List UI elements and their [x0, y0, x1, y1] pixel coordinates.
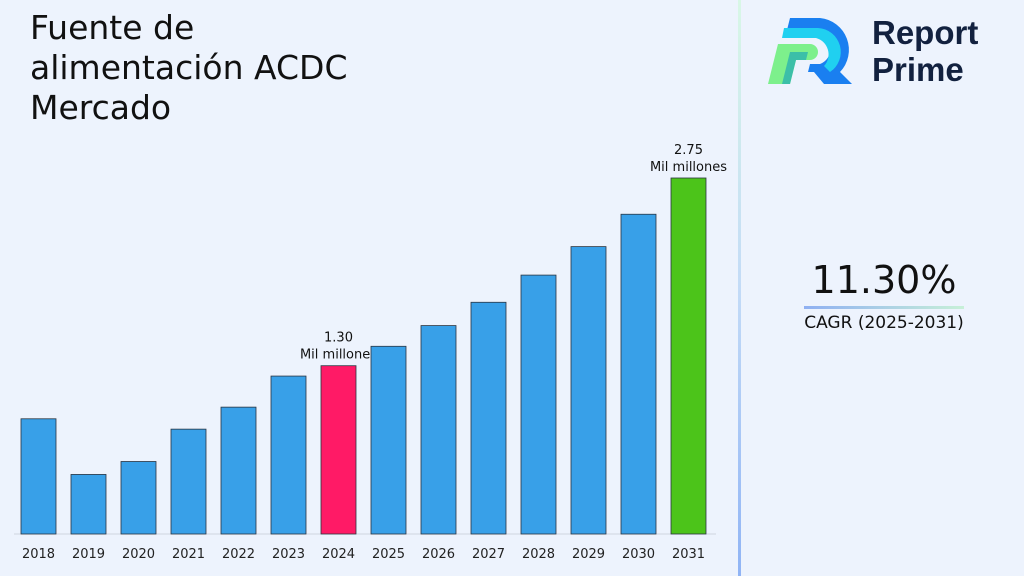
report-prime-logo-icon	[768, 18, 852, 84]
x-tick-label: 2026	[422, 547, 455, 562]
x-tick-label: 2024	[322, 547, 355, 562]
x-tick-label: 2030	[622, 547, 655, 562]
x-tick-label: 2031	[672, 547, 705, 562]
logo-line-1: Report	[872, 14, 979, 51]
x-tick-label: 2023	[272, 547, 305, 562]
bar-2024	[320, 365, 357, 535]
bar-2021	[170, 428, 207, 535]
data-label-value: 1.30	[324, 331, 353, 346]
cagr-underline	[804, 306, 964, 309]
bar-2030	[620, 213, 657, 535]
logo-text: Report Prime	[872, 14, 978, 88]
data-label-value: 2.75	[674, 143, 703, 158]
bar-2020	[120, 461, 157, 535]
x-tick-label: 2027	[472, 547, 505, 562]
x-tick-label: 2025	[372, 547, 405, 562]
bar-2025	[370, 345, 407, 535]
x-tick-label: 2028	[522, 547, 555, 562]
bar-2028	[520, 274, 557, 535]
bar-2018	[20, 418, 57, 535]
bar-2023	[270, 375, 307, 535]
logo-line-2: Prime	[872, 51, 964, 88]
cagr-value: 11.30%	[811, 258, 957, 302]
cagr-label: CAGR (2025-2031)	[804, 313, 964, 333]
bar-2031	[670, 177, 707, 535]
x-tick-label: 2018	[22, 547, 55, 562]
x-tick-label: 2029	[572, 547, 605, 562]
x-tick-label: 2020	[122, 547, 155, 562]
divider	[738, 0, 741, 576]
cagr-panel: 11.30% CAGR (2025-2031)	[800, 258, 968, 333]
x-tick-label: 2021	[172, 547, 205, 562]
bar-chart: 2018 2019 2020 2021 2022 2023 2024 1.30 Mil mill…	[14, 143, 727, 562]
data-label-unit: Mil millones	[300, 348, 377, 363]
bar-2029	[570, 246, 607, 535]
bar-2026	[420, 325, 457, 535]
x-tick-label: 2019	[72, 547, 105, 562]
bar-2019	[70, 474, 107, 535]
bar-2022	[220, 406, 257, 535]
data-label-unit: Mil millones	[650, 160, 727, 175]
bar-2027	[470, 301, 507, 535]
x-tick-label: 2022	[222, 547, 255, 562]
chart-title: Fuente de alimentación ACDC Mercado	[30, 8, 348, 127]
